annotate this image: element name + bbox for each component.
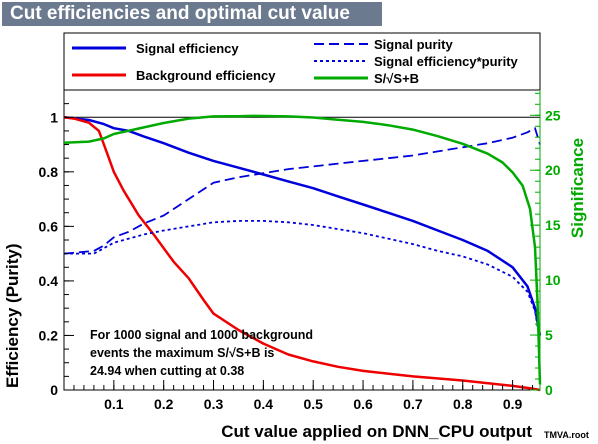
- legend: Signal efficiency Background efficiency Si…: [72, 37, 519, 86]
- y-tick-label: 0.2: [39, 327, 59, 343]
- y-axis-left: 0 0.2 0.4 0.6 0.8 1: [39, 103, 74, 398]
- y2-tick-label: 5: [545, 327, 553, 343]
- chart-title: Cut efficiencies and optimal cut value: [2, 2, 382, 26]
- annotation-line-3: 24.94 when cutting at 0.38: [90, 364, 244, 378]
- series-line-4: [63, 114, 542, 385]
- annotation-line-1: For 1000 signal and 1000 background: [90, 328, 313, 342]
- x-tick-label: 0.8: [453, 396, 473, 412]
- y2-axis-title: Significance: [568, 138, 587, 238]
- legend-label: Signal purity: [374, 37, 454, 52]
- y2-tick-label: 15: [545, 217, 561, 233]
- y2-tick-label: 20: [545, 162, 561, 178]
- x-tick-label: 0.9: [503, 396, 523, 412]
- x-tick-label: 0.3: [204, 396, 224, 412]
- x-tick-label: 0.5: [303, 396, 323, 412]
- x-tick-label: 0.6: [353, 396, 373, 412]
- x-tick-label: 0.4: [254, 396, 274, 412]
- series-layer: [63, 114, 542, 392]
- y-tick-label: 0.4: [39, 273, 59, 289]
- y-tick-label: 0.8: [39, 164, 59, 180]
- y-tick-label: 1: [50, 109, 58, 125]
- y-axis-right: 0 5 10 15 20 25: [530, 92, 561, 398]
- x-axis-title: Cut value applied on DNN_CPU output: [221, 422, 532, 441]
- series-line-1: [63, 116, 541, 392]
- y2-tick-label: 10: [545, 272, 561, 288]
- series-line-3: [64, 219, 541, 342]
- credit-label: TMVA.root: [544, 430, 589, 440]
- x-tick-label: 0.2: [154, 396, 174, 412]
- y-tick-label: 0.6: [39, 218, 59, 234]
- annotation-line-2: events the maximum S/√S+B is: [90, 346, 274, 360]
- plot-frame: [63, 89, 541, 391]
- series-line-2: [63, 127, 541, 255]
- series-line-0: [63, 116, 542, 336]
- legend-label: Signal efficiency: [136, 41, 239, 56]
- legend-label: S/√S+B: [374, 71, 419, 86]
- x-axis: 0.1 0.2 0.3 0.4 0.5 0.6 0.7 0.8 0.9: [73, 380, 534, 412]
- legend-label: Signal efficiency*purity: [374, 54, 519, 69]
- legend-box: [63, 32, 541, 91]
- legend-label: Background efficiency: [136, 68, 276, 83]
- y2-tick-label: 25: [545, 107, 561, 123]
- x-tick-label: 0.7: [403, 396, 423, 412]
- x-tick-label: 0.1: [104, 396, 124, 412]
- y-axis-title: Efficiency (Purity): [3, 243, 22, 388]
- y2-tick-label: 0: [545, 382, 553, 398]
- y-tick-label: 0: [50, 382, 58, 398]
